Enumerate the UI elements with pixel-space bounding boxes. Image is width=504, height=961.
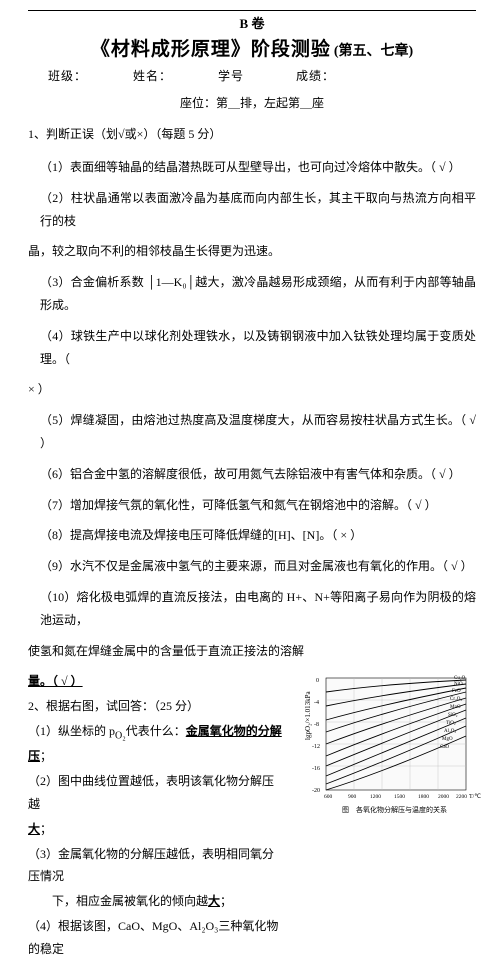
q2-2b: 大；: [28, 818, 283, 841]
svg-text:2200: 2200: [456, 794, 467, 800]
q1-10b: 使氢和氮在焊缝金属中的含量低于直流正接法的溶解: [28, 640, 476, 663]
oxide-chart: lgpO₂/×1.013kPa: [304, 670, 486, 820]
q1-8: （8）提高焊接电流及焊接电压可降低焊缝的[H]、[N]。（ × ）: [28, 524, 476, 547]
q2-3-ans: 大: [208, 894, 220, 908]
q1-7: （7）增加焊接气氛的氧化性，可降低氢气和氮气在钢熔池中的溶解。（ √ ）: [28, 494, 476, 517]
q2-1: （1）纵坐标的 pO₂代表什么：金属氧化物的分解压；: [28, 720, 283, 768]
svg-text:-4: -4: [314, 700, 319, 706]
q1-1: （1）表面细等轴晶的结晶潜热既可从型壁导出，也可向过冷熔体中散失。（ √ ）: [28, 156, 476, 179]
svg-text:Cr₂O₃: Cr₂O₃: [450, 697, 462, 702]
q2-block: 量。（ √ ） 2、根据右图，试回答：（25 分） （1）纵坐标的 pO₂代表什…: [28, 670, 476, 960]
svg-text:-12: -12: [312, 744, 320, 750]
title-main: 《材料成形原理》阶段测验: [91, 39, 331, 60]
plot-area: [326, 678, 466, 790]
section2-head: 2、根据右图，试回答：（25 分）: [28, 695, 283, 718]
q2-4: （4）根据该图，CaO、MgO、Al₂O₃三种氧化物的稳定: [28, 915, 283, 961]
svg-text:1500: 1500: [394, 794, 405, 800]
q1-4a: （4）球铁生产中以球化剂处理铁水，以及铸钢钢液中加入钛铁处理均属于变质处理。（: [28, 325, 476, 371]
q1-10c: 量。（ √ ）: [28, 670, 283, 693]
title-line: 《材料成形原理》阶段测验 (第五、七章): [28, 34, 476, 61]
svg-text:Cu₂O: Cu₂O: [454, 676, 466, 681]
svg-text:MnO: MnO: [450, 705, 461, 710]
svg-text:CaO: CaO: [440, 745, 450, 750]
svg-text:2000: 2000: [438, 794, 449, 800]
q1-2a: （2）柱状晶通常以表面激冷晶为基底而向内部生长，其主干取向与热流方向相平行的枝: [28, 187, 476, 233]
x-axis-label: T/℃: [469, 794, 481, 800]
chart-caption-1: 图: [342, 806, 349, 814]
svg-text:FeO: FeO: [452, 689, 461, 694]
q1-6: （6）铝合金中氢的溶解度很低，故可用氮气去除铝液中有害气体和杂质。（ √ ）: [28, 463, 476, 486]
q1-5: （5）焊缝凝固，由熔池过热度高及温度梯度大，从而容易按柱状晶方式生长。（ √ ）: [28, 409, 476, 455]
chart-caption-2: 各氧化物分解压与温度的关系: [356, 805, 447, 814]
q1-3: （3）合金偏析系数 │1—K₀│越大，激冷晶越易形成颈缩，从而有利于内部等轴晶形…: [28, 271, 476, 317]
q2-2-ans: 大: [28, 822, 40, 836]
svg-text:1800: 1800: [418, 794, 429, 800]
q1-2b: 晶，较之取向不利的相邻枝晶生长得更为迅速。: [28, 240, 476, 263]
section1-head: 1、判断正误（划√或×）（每题 5 分）: [28, 125, 476, 142]
y-ticks: 0 -4 -8 -12 -16 -20: [312, 678, 320, 794]
q2-2-post: ；: [40, 822, 52, 836]
svg-text:SiO₂: SiO₂: [448, 713, 458, 718]
q2-3a: （3）金属氧化物的分解压越低，表明相同氧分压情况: [28, 843, 283, 889]
svg-text:-16: -16: [312, 766, 320, 772]
q2-3b-pre: 下，相应金属被氧化的倾向越: [28, 894, 208, 908]
svg-text:-20: -20: [312, 788, 320, 794]
q1-9: （9）水汽不仅是金属液中氢气的主要来源，而且对金属液也有氧化的作用。（ √ ）: [28, 555, 476, 578]
info-line: 班级： 姓名： 学号 成绩：: [28, 67, 476, 84]
q2-1-sub: O₂: [115, 730, 126, 741]
q2-3-post: ；: [220, 894, 232, 908]
title-sub: (第五、七章): [334, 44, 413, 59]
q2-2a: （2）图中曲线位置越低，表明该氧化物分解压越: [28, 770, 283, 816]
svg-text:600: 600: [324, 794, 333, 800]
svg-text:0: 0: [316, 678, 319, 684]
paper-label: B 卷: [28, 13, 476, 32]
q1-10c-text: 量。（ √ ）: [28, 674, 83, 688]
top-rule: [28, 10, 476, 11]
svg-text:NiO: NiO: [454, 682, 463, 687]
q1-10: （10）熔化极电弧焊的直流反接法，由电离的 H+、N+等阳离子易向作为阴极的熔池…: [28, 586, 476, 632]
x-ticks: 600 900 1200 1500 1800 2000 2200: [324, 794, 467, 800]
svg-text:MgO: MgO: [442, 737, 453, 742]
q2-1-post: ；: [40, 749, 52, 763]
seat-line: 座位：第＿排，左起第＿座: [28, 94, 476, 111]
svg-text:1200: 1200: [370, 794, 381, 800]
q2-1-mid: 代表什么：: [126, 724, 186, 738]
q2-3b: 下，相应金属被氧化的倾向越大；: [28, 890, 283, 913]
svg-text:Al₂O₃: Al₂O₃: [444, 729, 456, 734]
svg-text:TiO₂: TiO₂: [446, 721, 456, 726]
q2-1-pre: （1）纵坐标的 p: [28, 724, 115, 738]
q1-4b: × ）: [28, 378, 476, 401]
svg-text:900: 900: [348, 794, 357, 800]
svg-text:-8: -8: [314, 722, 319, 728]
y-axis-label: lgpO₂/×1.013kPa: [304, 691, 312, 740]
